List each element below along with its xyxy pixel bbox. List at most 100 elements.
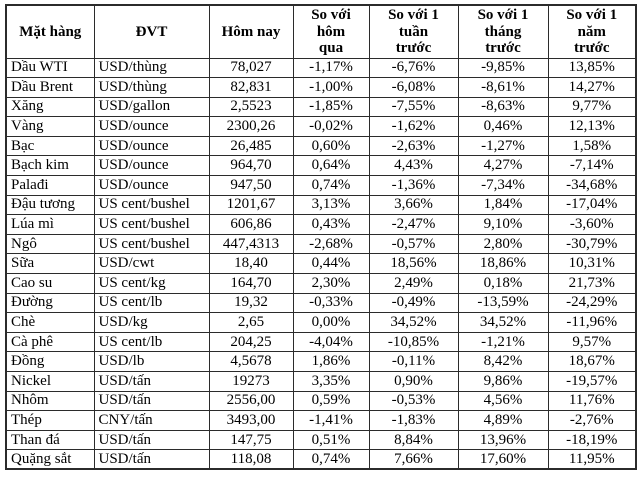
pct-vs-1week: -2,47% <box>368 214 459 235</box>
pct-vs-1year: 21,73% <box>547 273 637 294</box>
pct-vs-1year: 14,27% <box>547 77 637 98</box>
pct-vs-1week: -1,83% <box>368 410 459 431</box>
pct-vs-1year: -17,04% <box>547 194 637 216</box>
table-body: Dầu WTI USD/thùng 78,027 -1,17% -6,76% -9,85%… <box>5 57 637 470</box>
price-today: 3493,00 <box>208 410 294 431</box>
table-row: Đậu tương US cent/bushel 1201,67 3,13% 3,66%… <box>5 194 637 216</box>
price-today: 2300,26 <box>208 116 294 137</box>
pct-vs-1year: 9,57% <box>547 331 637 353</box>
pct-vs-yesterday: 0,74% <box>292 449 370 470</box>
commodity-name: Than đá <box>5 429 95 451</box>
commodity-name: Cao su <box>5 273 95 294</box>
unit: USD/gallon <box>93 96 210 118</box>
pct-vs-1month: 4,89% <box>457 410 549 431</box>
pct-vs-1week: 8,84% <box>368 429 459 451</box>
pct-vs-1week: -1,36% <box>368 175 459 196</box>
price-today: 2,65 <box>208 312 294 333</box>
unit: USD/kg <box>93 312 210 333</box>
table-row: Dầu WTI USD/thùng 78,027 -1,17% -6,76% -9,85%… <box>5 57 637 79</box>
pct-vs-1month: -13,59% <box>457 292 549 314</box>
pct-vs-1week: -6,76% <box>368 57 459 79</box>
unit: CNY/tấn <box>93 410 210 431</box>
pct-vs-yesterday: 3,35% <box>292 371 370 392</box>
pct-vs-1year: -24,29% <box>547 292 637 314</box>
price-today: 606,86 <box>208 214 294 235</box>
pct-vs-1month: 0,18% <box>457 273 549 294</box>
pct-vs-1month: 9,86% <box>457 371 549 392</box>
unit: US cent/bushel <box>93 194 210 216</box>
unit: USD/thùng <box>93 57 210 79</box>
pct-vs-1year: -3,60% <box>547 214 637 235</box>
pct-vs-yesterday: 0,43% <box>292 214 370 235</box>
table-row: Dầu Brent USD/thùng 82,831 -1,00% -6,08% -8,6… <box>5 77 637 98</box>
column-header-today: Hôm nay <box>208 4 294 59</box>
pct-vs-1week: -7,55% <box>368 96 459 118</box>
commodity-name: Dầu Brent <box>5 77 95 98</box>
table-row: Bạc USD/ounce 26,485 0,60% -2,63% -1,27% 1,58% <box>5 135 637 157</box>
commodity-name: Chè <box>5 312 95 333</box>
price-today: 164,70 <box>208 273 294 294</box>
pct-vs-yesterday: -1,17% <box>292 57 370 79</box>
commodity-name: Vàng <box>5 116 95 137</box>
price-today: 964,70 <box>208 155 294 177</box>
table-row: Cà phê US cent/lb 204,25 -4,04% -10,85% -1,21… <box>5 331 637 353</box>
column-header-vs-1week: So với 1 tuần trước <box>368 4 459 59</box>
pct-vs-1week: 3,66% <box>368 194 459 216</box>
price-today: 447,4313 <box>208 233 294 255</box>
pct-vs-1year: 11,76% <box>547 390 637 412</box>
pct-vs-yesterday: 0,59% <box>292 390 370 412</box>
pct-vs-yesterday: 0,64% <box>292 155 370 177</box>
pct-vs-1month: 18,86% <box>457 253 549 275</box>
table-header: Mặt hàng ĐVT Hôm nay So với hôm qua So v… <box>5 4 637 59</box>
pct-vs-1year: 1,58% <box>547 135 637 157</box>
unit: USD/ounce <box>93 155 210 177</box>
price-today: 947,50 <box>208 175 294 196</box>
table-row: Ngô US cent/bushel 447,4313 -2,68% -0,57% 2,8… <box>5 233 637 255</box>
unit: USD/cwt <box>93 253 210 275</box>
pct-vs-1year: 10,31% <box>547 253 637 275</box>
pct-vs-yesterday: -1,85% <box>292 96 370 118</box>
header-row: Mặt hàng ĐVT Hôm nay So với hôm qua So v… <box>5 4 637 59</box>
pct-vs-1year: -2,76% <box>547 410 637 431</box>
pct-vs-1week: -0,11% <box>368 351 459 372</box>
price-today: 147,75 <box>208 429 294 451</box>
pct-vs-1year: 9,77% <box>547 96 637 118</box>
pct-vs-1week: 34,52% <box>368 312 459 333</box>
pct-vs-1week: -0,49% <box>368 292 459 314</box>
table-row: Xăng USD/gallon 2,5523 -1,85% -7,55% -8,63% 9,… <box>5 96 637 118</box>
table-row: Nickel USD/tấn 19273 3,35% 0,90% 9,86% -19,57% <box>5 371 637 392</box>
price-today: 19,32 <box>208 292 294 314</box>
price-today: 2,5523 <box>208 96 294 118</box>
commodity-name: Palađi <box>5 175 95 196</box>
column-header-commodity: Mặt hàng <box>5 4 95 59</box>
unit: USD/tấn <box>93 390 210 412</box>
price-today: 204,25 <box>208 331 294 353</box>
pct-vs-yesterday: 1,86% <box>292 351 370 372</box>
pct-vs-1month: 34,52% <box>457 312 549 333</box>
column-header-vs-1month: So với 1 tháng trước <box>457 4 549 59</box>
price-today: 78,027 <box>208 57 294 79</box>
pct-vs-1year: -30,79% <box>547 233 637 255</box>
pct-vs-1month: 17,60% <box>457 449 549 470</box>
pct-vs-1month: 9,10% <box>457 214 549 235</box>
pct-vs-1month: -8,63% <box>457 96 549 118</box>
commodity-name: Lúa mì <box>5 214 95 235</box>
unit: USD/tấn <box>93 429 210 451</box>
pct-vs-yesterday: -1,41% <box>292 410 370 431</box>
pct-vs-1week: -2,63% <box>368 135 459 157</box>
pct-vs-yesterday: 0,60% <box>292 135 370 157</box>
column-header-vs-yesterday: So với hôm qua <box>292 4 370 59</box>
pct-vs-1month: 8,42% <box>457 351 549 372</box>
unit: USD/ounce <box>93 135 210 157</box>
commodity-name: Ngô <box>5 233 95 255</box>
table-row: Nhôm USD/tấn 2556,00 0,59% -0,53% 4,56% 11,76% <box>5 390 637 412</box>
pct-vs-1week: -1,62% <box>368 116 459 137</box>
pct-vs-1year: 11,95% <box>547 449 637 470</box>
pct-vs-1year: -19,57% <box>547 371 637 392</box>
pct-vs-yesterday: -1,00% <box>292 77 370 98</box>
unit: US cent/lb <box>93 331 210 353</box>
commodity-name: Nickel <box>5 371 95 392</box>
unit: USD/tấn <box>93 371 210 392</box>
pct-vs-yesterday: 0,44% <box>292 253 370 275</box>
table-row: Quặng sắt USD/tấn 118,08 0,74% 7,66% 17,60% 11… <box>5 449 637 470</box>
